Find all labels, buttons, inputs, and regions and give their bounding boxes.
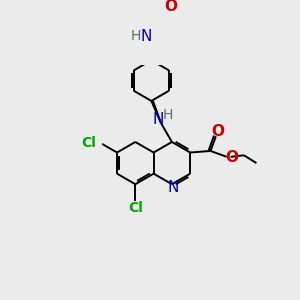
Text: O: O xyxy=(164,0,177,14)
Text: O: O xyxy=(226,150,239,165)
Text: O: O xyxy=(211,124,224,139)
Text: Cl: Cl xyxy=(81,136,96,150)
Text: H: H xyxy=(130,29,141,43)
Text: N: N xyxy=(140,28,152,44)
Text: H: H xyxy=(163,108,173,122)
Text: N: N xyxy=(167,180,178,195)
Text: Cl: Cl xyxy=(128,201,143,215)
Text: N: N xyxy=(152,112,164,127)
